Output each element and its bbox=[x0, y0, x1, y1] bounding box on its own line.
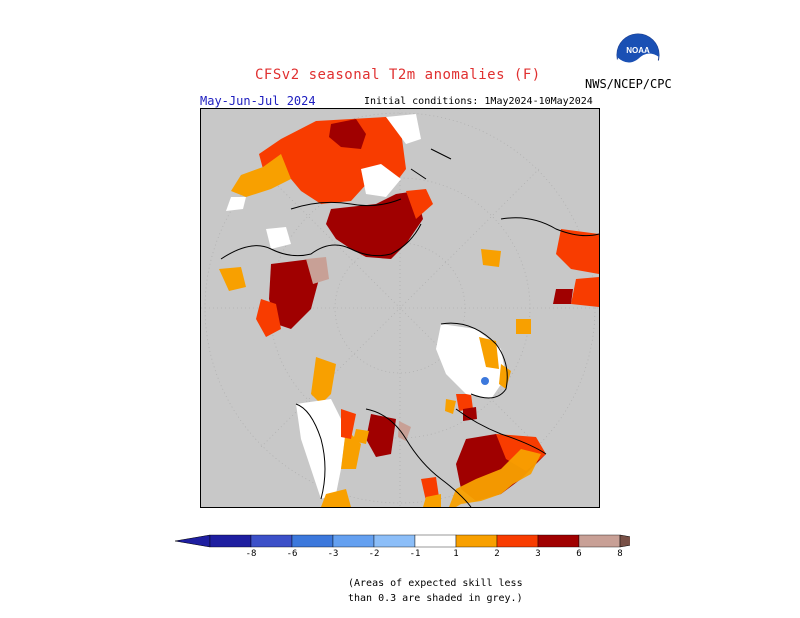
region-central bbox=[436, 319, 531, 399]
logo-text: NOAA bbox=[626, 46, 650, 55]
skill-note-line-2: than 0.3 are shaded in grey.) bbox=[348, 593, 523, 604]
colorbar-tick-label: -6 bbox=[287, 549, 298, 559]
colorbar-bin bbox=[209, 534, 252, 548]
region-southwest bbox=[296, 357, 361, 507]
colorbar-arrow-negative bbox=[174, 534, 211, 548]
agency-label: NWS/NCEP/CPC bbox=[585, 77, 672, 91]
colorbar-tick-label: -3 bbox=[328, 549, 339, 559]
noaa-logo-icon: NOAA bbox=[616, 33, 660, 77]
colorbar-bin bbox=[291, 534, 334, 548]
colorbar: -8 -6 -3 -2 -1 1 2 3 6 8 bbox=[174, 534, 630, 559]
region-europe bbox=[353, 414, 441, 507]
colorbar-tick-label: -2 bbox=[369, 549, 380, 559]
colorbar-arrow-positive bbox=[619, 534, 630, 548]
coastlines bbox=[220, 148, 599, 507]
colorbar-bin bbox=[496, 534, 539, 548]
colorbar-tick-label: 2 bbox=[494, 549, 499, 559]
initial-conditions-label: Initial conditions: 1May2024-10May2024 bbox=[364, 96, 593, 107]
colorbar-tick-label: -1 bbox=[410, 549, 421, 559]
colorbar-bin bbox=[250, 534, 293, 548]
colorbar-tick-label: 1 bbox=[453, 549, 458, 559]
season-label: May-Jun-Jul 2024 bbox=[200, 94, 316, 108]
region-alaska bbox=[226, 114, 421, 211]
region-far-east bbox=[481, 229, 599, 307]
skill-note-line-1: (Areas of expected skill less bbox=[348, 578, 523, 589]
cold-anomaly-spot bbox=[481, 377, 489, 385]
region-canada bbox=[219, 189, 433, 337]
colorbar-bin bbox=[455, 534, 498, 548]
anomaly-map bbox=[200, 108, 600, 508]
polar-map-svg bbox=[201, 109, 599, 507]
colorbar-bin bbox=[373, 534, 416, 548]
colorbar-bin bbox=[414, 534, 457, 548]
map-title: CFSv2 seasonal T2m anomalies (F) bbox=[255, 67, 541, 83]
colorbar-tick-label: 6 bbox=[576, 549, 581, 559]
colorbar-bin bbox=[537, 534, 580, 548]
colorbar-bin bbox=[332, 534, 375, 548]
colorbar-tick-label: 3 bbox=[535, 549, 540, 559]
colorbar-tick-label: -8 bbox=[246, 549, 257, 559]
skill-note: (Areas of expected skill less than 0.3 a… bbox=[348, 576, 523, 606]
colorbar-bin bbox=[578, 534, 621, 548]
colorbar-tick-label: 8 bbox=[617, 549, 622, 559]
region-siberia bbox=[445, 394, 546, 507]
